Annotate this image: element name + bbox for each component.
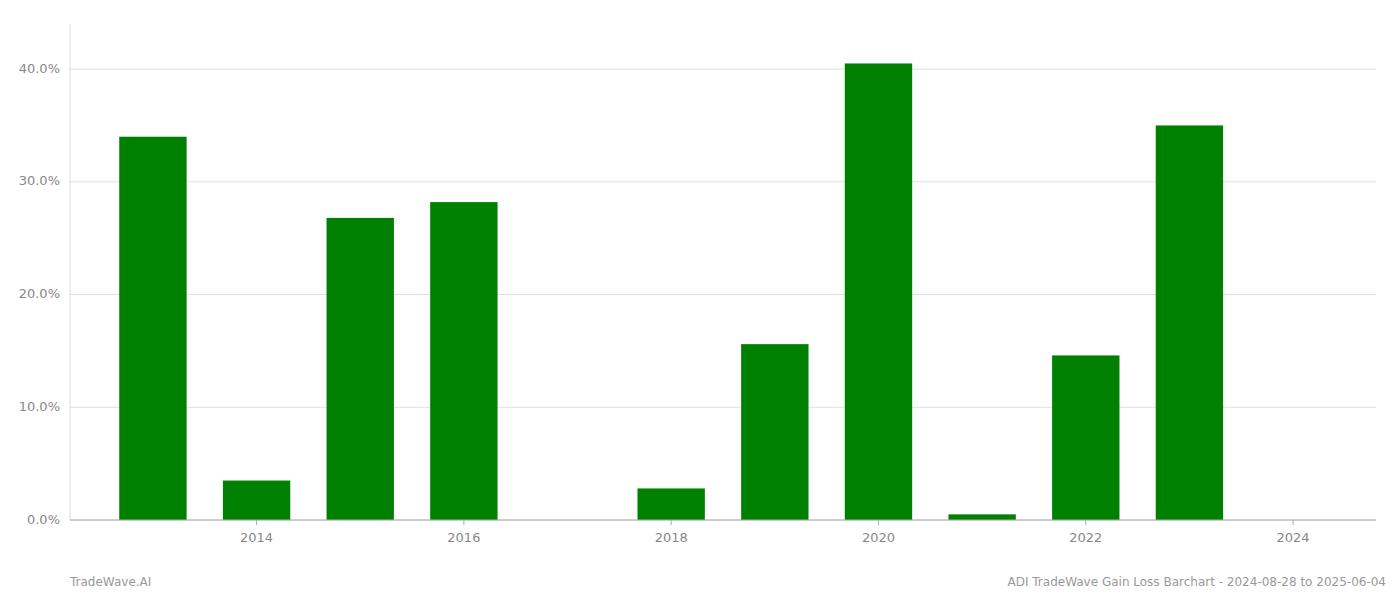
y-tick-labels: 0.0% 10.0% 20.0% 30.0% 40.0% [19,61,60,527]
x-tick-label: 2020 [862,530,895,545]
x-tick-label: 2018 [655,530,688,545]
x-tick-label: 2016 [447,530,480,545]
x-tick-label: 2024 [1277,530,1310,545]
bars [119,63,1223,520]
y-axis-line [70,24,71,520]
chart-container: 0.0% 10.0% 20.0% 30.0% 40.0% 2014 2016 2018 2020… [0,0,1400,600]
footer-right: ADI TradeWave Gain Loss Barchart - 2024-… [1007,575,1386,589]
bar [430,202,497,520]
grid-line [70,520,1376,521]
y-tick-label: 0.0% [27,512,60,527]
bar [637,488,704,520]
x-tick [463,520,464,525]
y-grid [70,69,1376,520]
y-tick-label: 40.0% [19,61,60,76]
x-tick-label: 2014 [240,530,273,545]
bar [948,514,1015,520]
x-tick [1085,520,1086,525]
x-tick [878,520,879,525]
bar [1156,125,1223,520]
bar [223,481,290,520]
x-ticks: 2014 2016 2018 2020 2022 2024 [240,520,1310,545]
footer-left: TradeWave.AI [69,575,151,589]
bar [119,137,186,520]
bar [741,344,808,520]
x-tick [1293,520,1294,525]
bar [845,63,912,520]
chart-svg: 0.0% 10.0% 20.0% 30.0% 40.0% 2014 2016 2018 2020… [0,0,1400,600]
x-tick-label: 2022 [1069,530,1102,545]
x-tick [256,520,257,525]
x-tick [671,520,672,525]
y-tick-label: 20.0% [19,286,60,301]
grid-line [70,69,1376,70]
bar [327,218,394,520]
x-axis-line [70,520,1376,521]
y-tick-label: 10.0% [19,399,60,414]
y-tick-label: 30.0% [19,173,60,188]
bar [1052,355,1119,520]
